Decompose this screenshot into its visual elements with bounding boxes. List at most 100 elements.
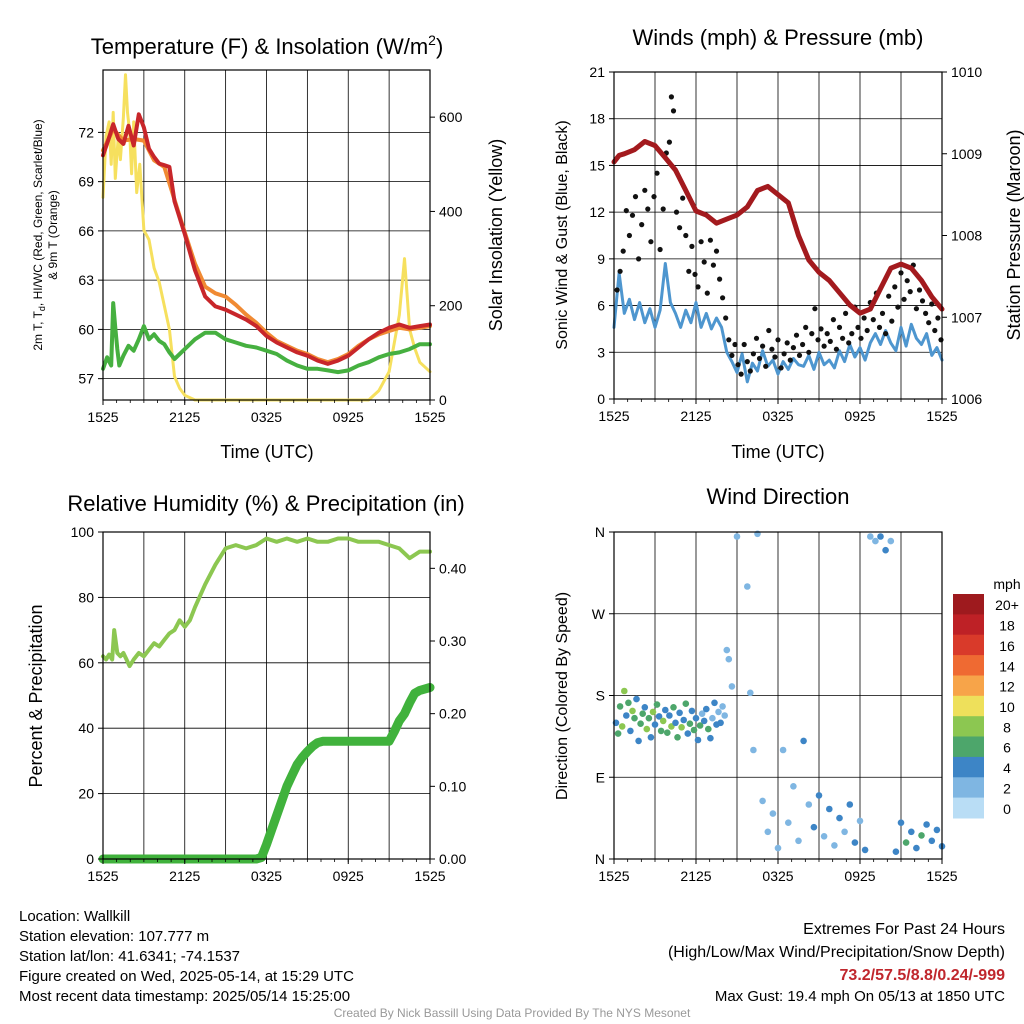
temperature-y2label: Solar Insolation (Yellow) <box>486 139 506 331</box>
gust-point <box>763 363 769 369</box>
gust-point <box>855 324 861 330</box>
direction-point <box>721 712 728 719</box>
temperature-panel: Temperature (F) & Insolation (W/m2) 57 60… <box>31 32 506 462</box>
gust-point <box>846 340 852 346</box>
x-tick-label: 0325 <box>762 408 793 424</box>
gust-point <box>849 331 855 337</box>
dewpoint-line <box>101 301 432 375</box>
direction-point <box>709 714 716 722</box>
gust-point <box>806 349 812 355</box>
direction-point <box>887 537 895 545</box>
legend-label: 16 <box>999 638 1015 654</box>
gust-point <box>639 222 645 228</box>
extremes-title: Extremes For Past 24 Hours <box>803 921 1005 938</box>
speed-legend-title: mph <box>993 576 1020 592</box>
direction-point <box>686 720 694 727</box>
gust-point <box>713 248 720 254</box>
direction-point <box>666 712 673 719</box>
gust-point <box>698 239 704 245</box>
legend-swatch <box>953 675 984 697</box>
direction-point <box>631 714 638 722</box>
y-tick-label: 60 <box>78 655 94 671</box>
direction-point <box>614 730 622 737</box>
legend-swatch <box>953 634 984 656</box>
gust-point <box>919 298 926 304</box>
gust-point <box>803 324 809 330</box>
gust-point <box>626 232 633 239</box>
direction-point <box>759 797 766 805</box>
direction-point <box>826 805 833 813</box>
y2-tick-label: 0.00 <box>439 851 466 867</box>
gust-point <box>632 194 639 200</box>
y-tick-label: 6 <box>597 298 605 314</box>
x-tick-label: 0325 <box>251 409 282 425</box>
y2-tick-label: 0.10 <box>439 778 466 794</box>
gust-point <box>744 359 750 365</box>
y-tick-label: W <box>592 606 606 622</box>
direction-point <box>705 725 712 733</box>
x-tick-label: 1525 <box>87 409 118 425</box>
gust-point <box>923 310 929 316</box>
gust-point <box>677 225 683 231</box>
gust-point <box>913 306 920 312</box>
direction-point <box>774 844 782 852</box>
direction-point <box>621 687 628 695</box>
y-tick-label: 3 <box>597 344 605 360</box>
legend-swatch <box>953 716 984 738</box>
gust-point <box>680 195 686 201</box>
direction-point <box>678 724 685 731</box>
direction-point <box>918 832 925 839</box>
legend-label: 12 <box>999 679 1015 695</box>
direction-point <box>672 719 679 727</box>
direction-point <box>831 842 838 849</box>
gust-point <box>741 341 747 348</box>
gust-point <box>916 287 923 293</box>
legend-label: 10 <box>999 699 1015 715</box>
x-tick-label: 0925 <box>844 408 875 424</box>
gust-point <box>858 335 864 341</box>
station-info: Location: Wallkill Station elevation: 10… <box>19 907 354 1007</box>
direction-point <box>908 828 915 836</box>
gust-point <box>836 324 843 330</box>
gust-point <box>800 341 806 348</box>
winds-title: Winds (mph) & Pressure (mb) <box>633 25 924 50</box>
direction-point <box>649 708 657 716</box>
location-text: Location: Wallkill <box>19 908 131 925</box>
direction-point <box>684 730 692 737</box>
humidity-panel: Relative Humidity (%) & Precipitation (i… <box>26 491 466 884</box>
legend-label: 2 <box>1003 781 1011 797</box>
direction-point <box>877 533 884 540</box>
gust-point <box>926 320 932 326</box>
gust-point <box>689 243 695 249</box>
humidity-grid <box>102 531 431 860</box>
gust-point <box>668 94 675 100</box>
direction-point <box>711 699 718 707</box>
extremes-values: 73.2/57.5/8.8/0.24/-999 <box>839 967 1005 984</box>
direction-point <box>744 583 751 590</box>
direction-point <box>653 701 661 708</box>
precipitation-line <box>98 683 435 864</box>
gust-point <box>784 340 790 346</box>
direction-point <box>769 810 777 817</box>
gust-point <box>790 345 797 351</box>
y-tick-label: 0 <box>597 391 605 407</box>
y-tick-label: 60 <box>78 321 94 337</box>
gust-point <box>651 194 657 200</box>
gust-point <box>938 337 944 343</box>
legend-swatch <box>953 655 984 676</box>
direction-point <box>805 801 813 808</box>
gust-point <box>735 362 741 368</box>
gust-point <box>796 352 803 358</box>
x-tick-label: 2125 <box>169 409 200 425</box>
gust-point <box>723 315 729 321</box>
winds-y2label: Station Pressure (Maroon) <box>1004 129 1024 340</box>
y-tick-label: N <box>595 524 605 540</box>
x-tick-label: 2125 <box>680 408 711 424</box>
gust-point <box>617 268 623 274</box>
direction-point <box>616 703 624 710</box>
direction-point <box>629 707 636 715</box>
direction-point <box>659 717 667 725</box>
x-tick-label: 1525 <box>87 868 118 884</box>
